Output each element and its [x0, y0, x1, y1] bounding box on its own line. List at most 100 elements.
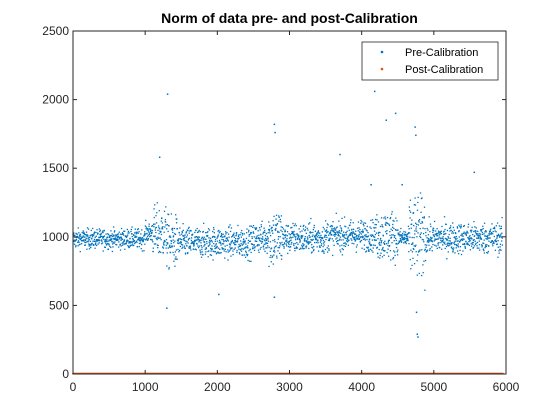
data-point-pre-calibration — [154, 235, 156, 237]
data-point-pre-calibration — [403, 231, 405, 233]
data-point-pre-calibration — [126, 239, 129, 242]
data-point-pre-calibration — [133, 232, 136, 234]
data-point-pre-calibration — [144, 231, 146, 233]
data-point-pre-calibration — [183, 235, 185, 237]
data-point-pre-calibration — [393, 239, 395, 242]
data-point-pre-calibration — [260, 234, 262, 236]
data-point-pre-calibration — [328, 238, 331, 240]
data-point-pre-calibration — [91, 238, 93, 240]
data-point-pre-calibration — [127, 246, 130, 248]
data-point-pre-calibration — [293, 230, 295, 233]
data-point-pre-calibration — [151, 239, 153, 241]
data-point-pre-calibration — [274, 224, 277, 226]
data-point-pre-calibration — [405, 237, 408, 240]
data-point-pre-calibration — [109, 234, 111, 237]
data-point-pre-calibration — [377, 221, 380, 223]
data-point-pre-calibration — [145, 226, 147, 228]
data-point-pre-calibration — [340, 228, 343, 230]
data-point-pre-calibration — [83, 233, 86, 235]
data-point-pre-calibration — [148, 225, 150, 228]
data-point-pre-calibration — [308, 223, 310, 225]
data-point-pre-calibration — [128, 241, 131, 243]
data-point-pre-calibration — [170, 240, 173, 242]
data-point-pre-calibration — [343, 245, 345, 247]
data-point-pre-calibration — [377, 237, 379, 240]
data-point-pre-calibration — [77, 227, 79, 229]
data-point-pre-calibration — [310, 252, 313, 254]
data-point-pre-calibration — [500, 225, 502, 228]
data-point-pre-calibration — [287, 242, 290, 244]
data-point-pre-calibration — [366, 238, 368, 241]
data-point-pre-calibration — [391, 242, 393, 244]
data-point-pre-calibration — [201, 248, 203, 250]
data-point-pre-calibration — [133, 239, 136, 242]
data-point-pre-calibration — [133, 240, 135, 243]
data-point-pre-calibration — [260, 246, 262, 249]
data-point-pre-calibration — [190, 239, 193, 242]
data-point-pre-calibration — [175, 249, 178, 251]
data-point-pre-calibration — [212, 226, 215, 229]
data-point-pre-calibration — [122, 241, 125, 243]
data-point-pre-calibration — [228, 250, 230, 252]
data-point-pre-calibration — [297, 243, 299, 245]
y-tick-label: 2500 — [42, 24, 69, 38]
data-point-pre-calibration — [365, 251, 367, 253]
data-point-pre-calibration — [267, 232, 269, 234]
data-point-pre-calibration — [183, 247, 186, 249]
data-point-pre-calibration — [180, 238, 182, 241]
data-point-pre-calibration — [125, 242, 127, 244]
data-point-pre-calibration — [383, 242, 385, 244]
data-point-pre-calibration — [244, 241, 246, 243]
data-point-pre-calibration — [129, 242, 132, 244]
data-point-pre-calibration — [188, 238, 190, 240]
data-point-pre-calibration — [330, 225, 333, 227]
data-point-pre-calibration — [296, 242, 298, 244]
data-point-pre-calibration — [307, 241, 309, 243]
data-point-pre-calibration — [295, 239, 297, 241]
data-point-pre-calibration — [179, 234, 181, 236]
data-point-pre-calibration — [90, 246, 92, 249]
data-point-pre-calibration — [436, 228, 438, 230]
data-point-pre-calibration — [251, 232, 253, 234]
data-point-pre-calibration — [323, 252, 325, 254]
data-point-pre-calibration — [445, 223, 447, 226]
data-point-pre-calibration — [318, 232, 320, 234]
data-point-pre-calibration — [406, 238, 408, 241]
data-point-pre-calibration — [73, 232, 75, 234]
data-point-pre-calibration — [370, 244, 373, 246]
data-point-pre-calibration — [118, 231, 120, 233]
data-point-pre-calibration — [114, 230, 116, 232]
data-point-pre-calibration — [127, 244, 129, 247]
data-point-pre-calibration — [469, 240, 471, 242]
data-point-pre-calibration — [296, 247, 298, 249]
data-point-pre-calibration — [205, 235, 208, 237]
data-point-pre-calibration — [366, 246, 368, 249]
data-point-pre-calibration — [419, 227, 421, 230]
data-point-pre-calibration — [438, 241, 440, 244]
data-point-pre-calibration — [339, 251, 342, 253]
data-point-pre-calibration — [254, 247, 256, 249]
data-point-pre-calibration — [225, 240, 228, 243]
data-point-pre-calibration — [273, 215, 275, 218]
data-point-pre-calibration — [450, 225, 452, 227]
data-point-pre-calibration — [308, 242, 311, 244]
data-point-pre-calibration — [179, 249, 181, 252]
data-point-pre-calibration — [206, 242, 208, 245]
data-point-pre-calibration — [456, 226, 458, 228]
data-point-pre-calibration — [179, 238, 181, 240]
data-point-pre-calibration — [355, 238, 357, 241]
data-point-pre-calibration — [262, 246, 264, 248]
data-point-pre-calibration — [247, 253, 249, 256]
data-point-pre-calibration — [489, 230, 492, 232]
data-point-pre-calibration — [359, 236, 362, 238]
data-point-pre-calibration — [272, 220, 274, 222]
x-tick-label: 1000 — [132, 380, 159, 394]
data-point-pre-calibration — [383, 217, 385, 219]
data-point-pre-calibration — [195, 236, 198, 238]
data-point-pre-calibration — [270, 248, 272, 250]
data-point-pre-calibration — [114, 238, 117, 241]
data-point-pre-calibration — [101, 237, 104, 239]
data-point-pre-calibration — [259, 239, 261, 242]
data-point-pre-calibration — [480, 238, 483, 240]
data-point-pre-calibration — [367, 247, 369, 249]
